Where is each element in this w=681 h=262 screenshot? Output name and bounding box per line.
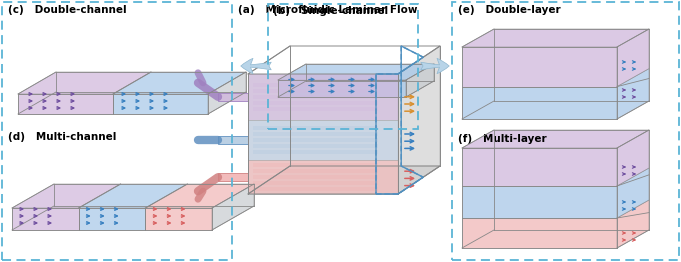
Polygon shape [146,184,254,208]
Polygon shape [253,101,378,105]
Polygon shape [218,173,248,181]
Polygon shape [253,107,378,111]
Text: (e)   Double-layer: (e) Double-layer [458,5,560,15]
Polygon shape [253,163,378,167]
Polygon shape [248,119,398,160]
Polygon shape [253,181,378,185]
Polygon shape [12,184,121,208]
Polygon shape [253,150,378,154]
Text: (b)   Single-channel: (b) Single-channel [273,6,388,16]
Polygon shape [617,130,649,186]
Polygon shape [253,187,378,191]
Polygon shape [113,72,246,94]
Polygon shape [208,72,246,114]
Polygon shape [113,94,208,114]
Polygon shape [253,89,378,93]
Polygon shape [218,93,248,101]
Polygon shape [78,184,187,208]
Polygon shape [462,87,617,119]
Polygon shape [18,72,151,94]
Polygon shape [617,168,649,218]
Polygon shape [406,64,434,97]
Polygon shape [78,208,146,230]
Polygon shape [248,74,398,119]
Polygon shape [278,64,434,80]
Text: (a)   Microfluidic Laminar Flow: (a) Microfluidic Laminar Flow [238,5,417,15]
Polygon shape [253,126,378,130]
Polygon shape [462,218,617,248]
Polygon shape [146,208,212,230]
Text: (f)   Multi-layer: (f) Multi-layer [458,134,547,144]
Polygon shape [253,95,378,99]
Text: (d)   Multi-channel: (d) Multi-channel [8,132,116,142]
Polygon shape [462,47,617,87]
Polygon shape [617,29,649,87]
Polygon shape [12,208,78,230]
Polygon shape [253,144,378,148]
Polygon shape [248,160,398,194]
Polygon shape [253,175,378,179]
Polygon shape [462,148,617,186]
Polygon shape [253,83,378,87]
Polygon shape [248,74,398,194]
Polygon shape [278,80,406,97]
Polygon shape [462,29,649,47]
Polygon shape [253,138,378,142]
Polygon shape [18,94,113,114]
Polygon shape [462,186,617,218]
Polygon shape [398,46,440,194]
Polygon shape [253,132,378,136]
Polygon shape [218,136,248,144]
Polygon shape [617,200,649,248]
Text: (c)   Double-channel: (c) Double-channel [8,5,127,15]
Polygon shape [248,166,440,194]
Polygon shape [462,130,649,148]
Polygon shape [253,169,378,173]
Polygon shape [617,69,649,119]
Polygon shape [212,184,254,230]
